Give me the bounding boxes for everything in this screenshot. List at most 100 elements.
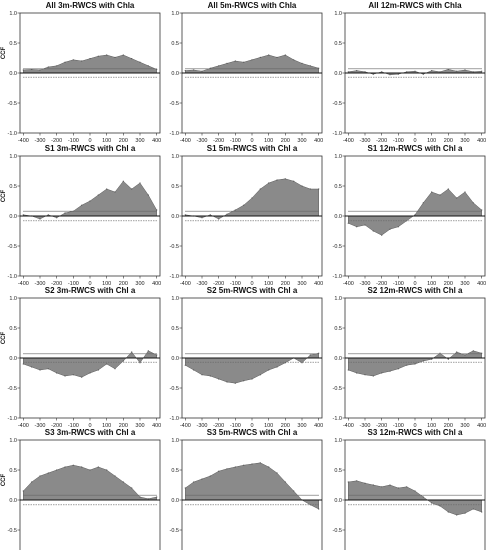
- y-tick-label: 1.0: [171, 154, 179, 160]
- x-tick-label: -100: [393, 281, 404, 287]
- y-tick-label: -0.5: [170, 386, 179, 392]
- y-tick-label: 0.0: [334, 356, 342, 362]
- ccf-point: [364, 482, 366, 484]
- ccf-point: [456, 351, 458, 353]
- ccf-point: [397, 226, 399, 228]
- ccf-area: [185, 178, 319, 220]
- ccf-point: [456, 70, 458, 72]
- panel-title: S2 3m-RWCS with Chl a: [45, 286, 136, 295]
- ccf-point: [89, 469, 91, 471]
- x-tick-label: 300: [297, 281, 306, 287]
- chart-panel-6: S1 12m-RWCS with Chl a -1.0 -0.5 0.0 0.5 1.0 -…: [333, 144, 487, 287]
- ccf-area: [185, 462, 319, 510]
- ccf-point: [201, 374, 203, 376]
- ccf-point: [114, 368, 116, 370]
- ccf-point: [414, 70, 416, 72]
- ccf-point: [243, 380, 245, 382]
- panel-title: S2 12m-RWCS with Chl a: [368, 286, 464, 295]
- ccf-point: [72, 59, 74, 61]
- ccf-point: [372, 230, 374, 232]
- ccf-point: [72, 464, 74, 466]
- y-tick-label: -1.0: [333, 131, 342, 137]
- x-tick-label: -100: [393, 138, 404, 144]
- ccf-point: [56, 469, 58, 471]
- ccf-area: [348, 480, 482, 516]
- y-tick-label: -0.5: [170, 101, 179, 107]
- ccf-point: [431, 358, 433, 360]
- ccf-point: [301, 62, 303, 64]
- x-tick-label: -200: [51, 138, 62, 144]
- y-tick-label: 0.0: [9, 214, 17, 220]
- ccf-point: [97, 466, 99, 468]
- y-tick-label: 0.5: [9, 468, 17, 474]
- ccf-point: [259, 374, 261, 376]
- ccf-point: [414, 214, 416, 216]
- y-tick-label: 0.5: [334, 184, 342, 190]
- ccf-point: [81, 466, 83, 468]
- ccf-point: [234, 60, 236, 62]
- chart-panel-4: S1 3m-RWCS with Chl a -1.0 -0.5 0.0 0.5 1.0 -4…: [1, 144, 161, 287]
- ccf-point: [284, 178, 286, 180]
- x-tick-label: 100: [427, 423, 436, 429]
- ccf-point: [259, 462, 261, 464]
- y-tick-label: -1.0: [8, 274, 17, 280]
- y-tick-label: 0.5: [334, 41, 342, 47]
- x-tick-label: 200: [119, 423, 128, 429]
- ccf-point: [147, 350, 149, 352]
- ccf-point: [209, 214, 211, 216]
- ccf-point: [39, 69, 41, 71]
- x-tick-label: 400: [314, 423, 323, 429]
- y-tick-label: 0.0: [9, 356, 17, 362]
- x-tick-label: -400: [18, 281, 29, 287]
- ccf-point: [31, 366, 33, 368]
- y-tick-label: 1.0: [171, 296, 179, 302]
- x-tick-label: -400: [18, 423, 29, 429]
- ccf-point: [97, 369, 99, 371]
- x-tick-label: -200: [376, 423, 387, 429]
- ccf-point: [389, 370, 391, 372]
- x-tick-label: -300: [34, 281, 45, 287]
- ccf-point: [39, 369, 41, 371]
- ccf-point: [97, 194, 99, 196]
- y-tick-label: -1.0: [170, 416, 179, 422]
- ccf-point: [406, 71, 408, 73]
- y-tick-label: 0.0: [171, 498, 179, 504]
- ccf-point: [464, 69, 466, 71]
- ccf-point: [276, 56, 278, 59]
- ccf-point: [89, 58, 91, 60]
- ccf-point: [414, 490, 416, 492]
- x-tick-label: -400: [343, 138, 354, 144]
- x-tick-label: -200: [213, 138, 224, 144]
- ccf-point: [22, 363, 24, 365]
- ccf-point: [243, 464, 245, 466]
- chart-panel-1: All 3m-RWCS with Chla -1.0 -0.5 0.0 0.5 1.0 -4…: [1, 1, 161, 144]
- ccf-point: [139, 182, 141, 184]
- ccf-point: [481, 511, 483, 513]
- ccf-point: [251, 59, 253, 61]
- ccf-point: [47, 66, 49, 68]
- x-tick-label: 100: [264, 138, 273, 144]
- ccf-point: [131, 351, 133, 353]
- ccf-point: [309, 188, 311, 190]
- y-tick-label: -1.0: [8, 131, 17, 137]
- ccf-point: [89, 200, 91, 202]
- x-tick-label: 0: [413, 281, 416, 287]
- ccf-point: [309, 65, 311, 67]
- chart-panel-12: S3 12m-RWCS with Chl a-1.0-0.50.00.51.0-…: [333, 428, 486, 550]
- ccf-point: [251, 378, 253, 380]
- y-tick-label: -1.0: [170, 274, 179, 280]
- x-tick-label: -100: [230, 138, 241, 144]
- ccf-point: [464, 512, 466, 514]
- x-tick-label: -400: [343, 281, 354, 287]
- ccf-point: [381, 234, 383, 236]
- ccf-point: [422, 202, 424, 204]
- x-tick-label: 400: [314, 138, 323, 144]
- chart-panel-5: S1 5m-RWCS with Chl a -1.0 -0.5 0.0 0.5 1.0 -4…: [170, 144, 324, 287]
- x-tick-label: 0: [88, 423, 91, 429]
- ccf-point: [64, 466, 66, 468]
- ccf-point: [184, 364, 186, 366]
- ccf-point: [456, 514, 458, 516]
- ccf-point: [218, 378, 220, 380]
- ccf-point: [372, 484, 374, 486]
